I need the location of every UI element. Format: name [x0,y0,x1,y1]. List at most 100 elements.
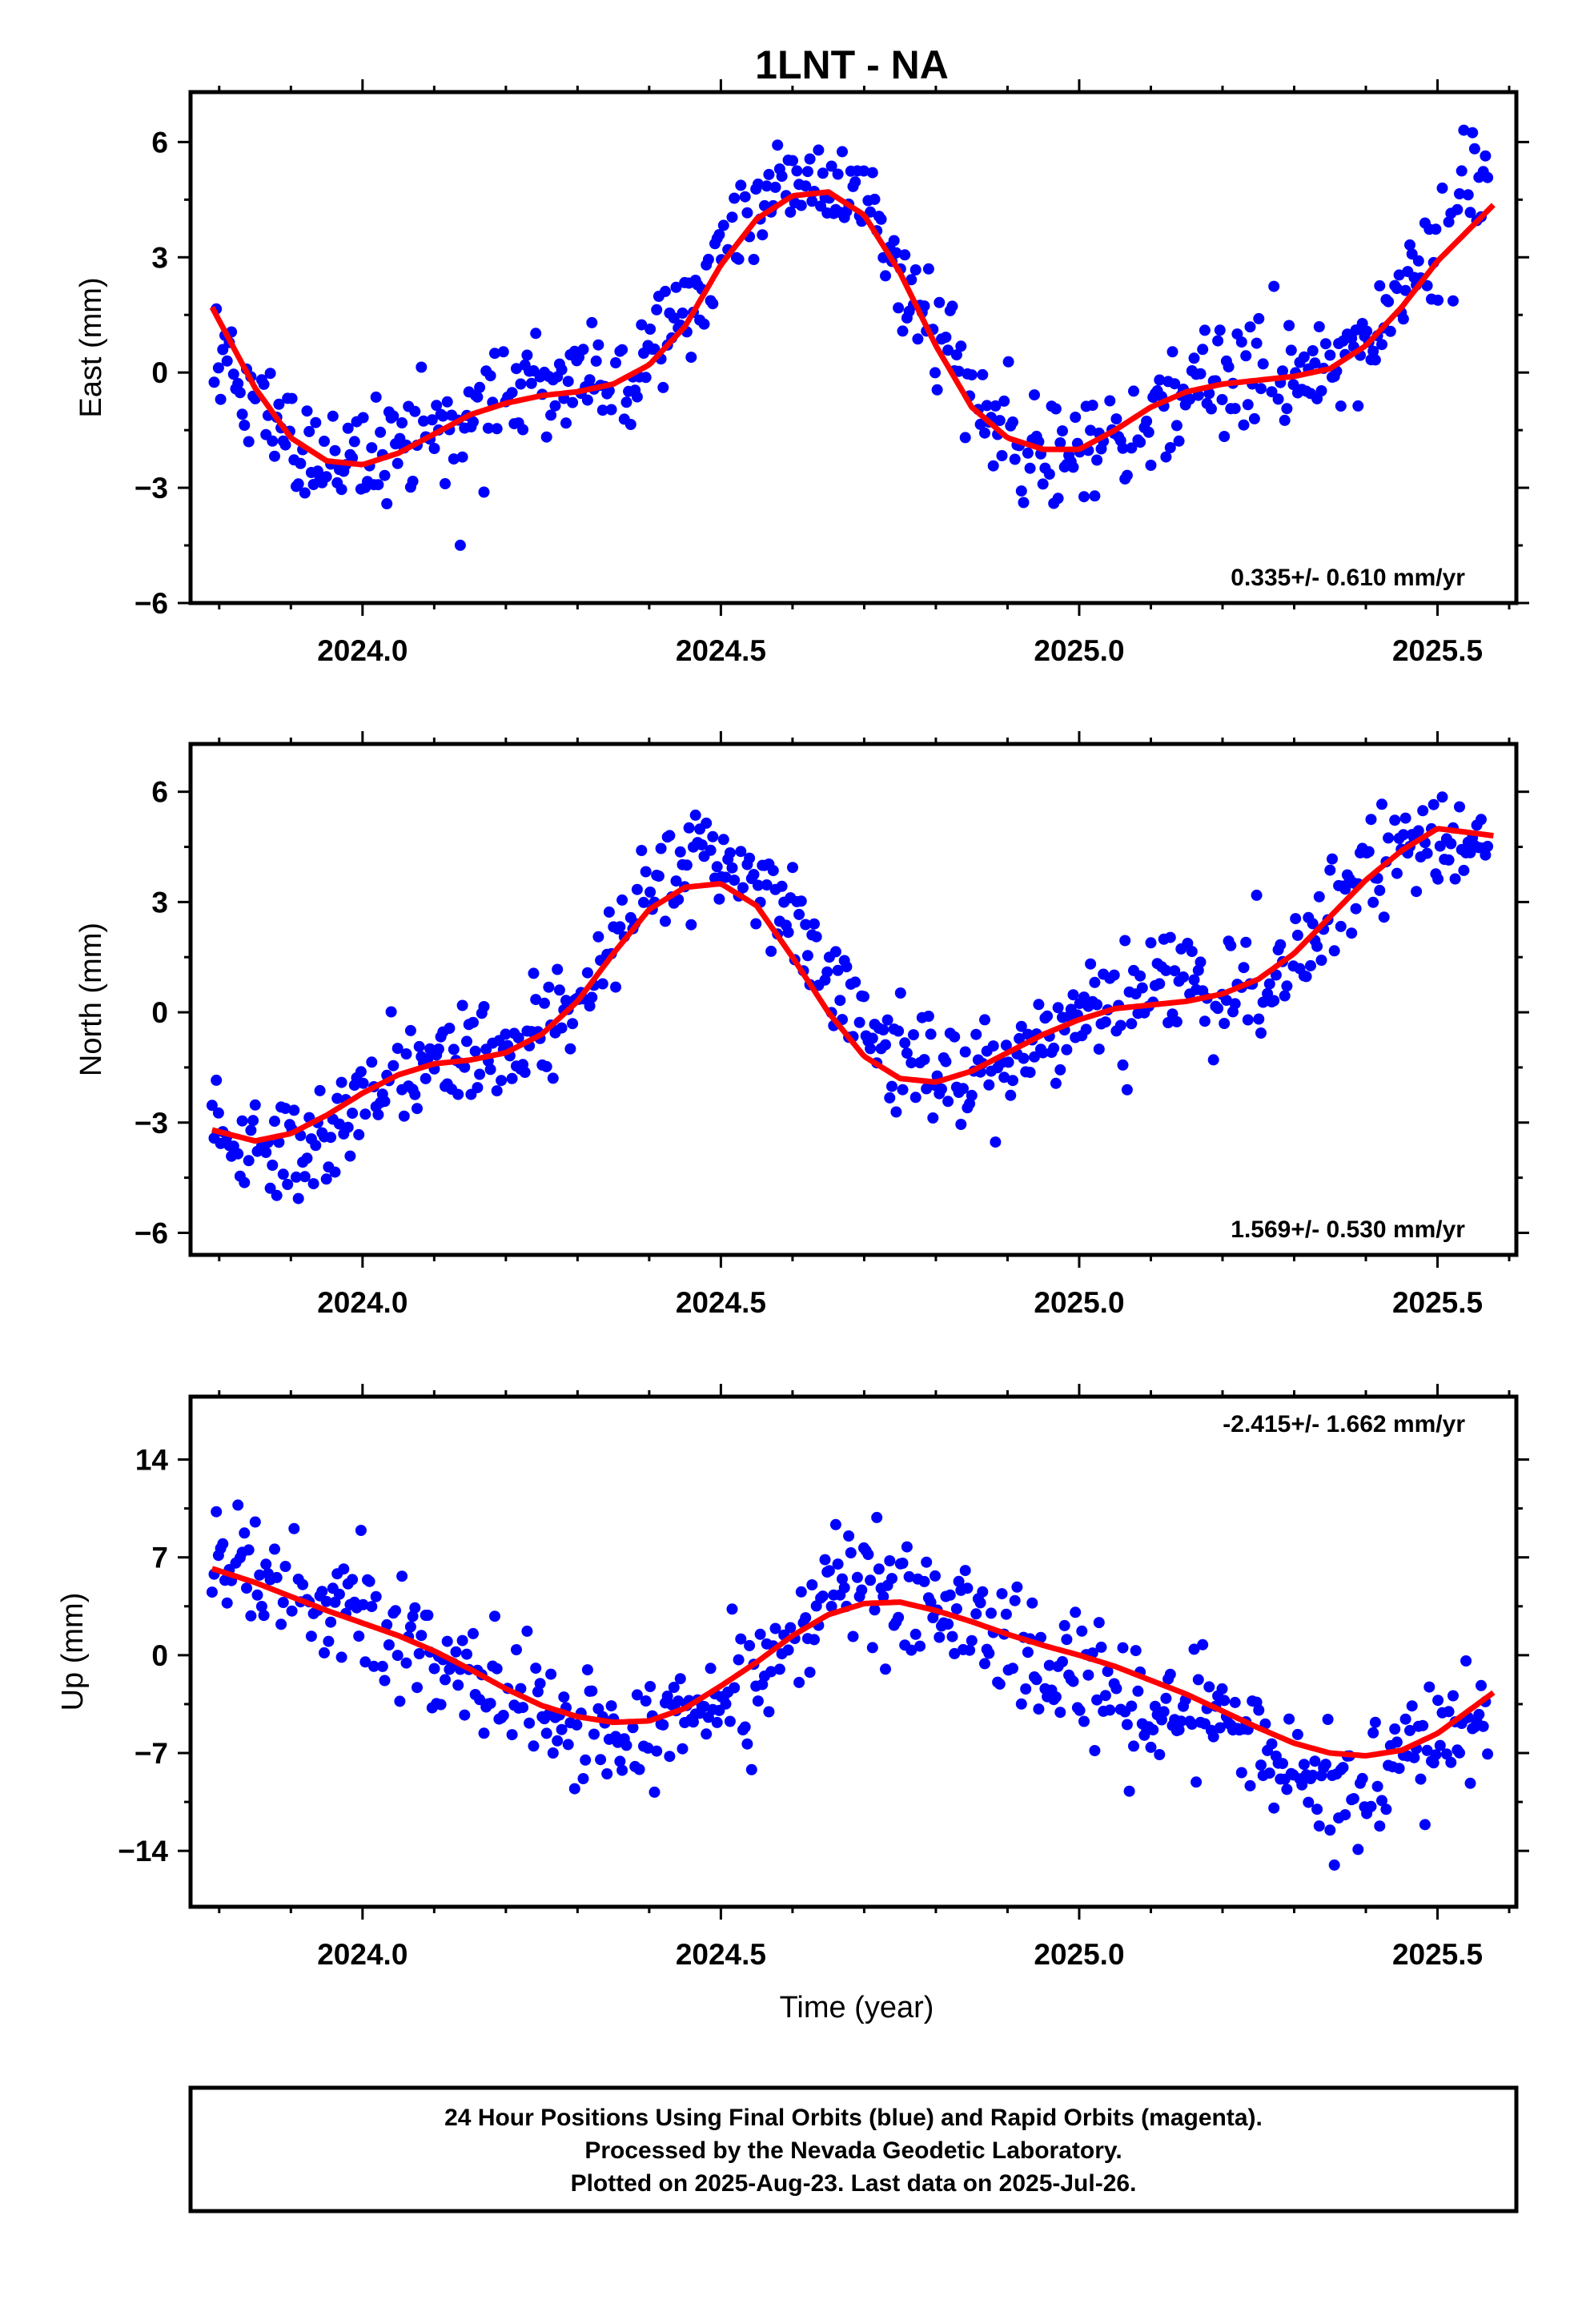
data-point [1277,365,1288,377]
data-point [1188,974,1200,986]
data-point [232,1148,244,1160]
data-point [636,845,648,856]
data-point [1093,1043,1105,1055]
data-point [930,1570,941,1582]
data-point [1436,182,1448,194]
data-point [804,153,816,165]
footer-line-3: Plotted on 2025-Aug-23. Last data on 202… [571,2170,1137,2197]
data-point [227,368,239,380]
data-point [1430,1749,1442,1761]
data-point [496,1075,508,1087]
data-point [1207,1731,1219,1743]
data-point [243,1544,255,1556]
data-point [1085,958,1097,970]
data-point [1248,412,1260,424]
data-point [664,1751,676,1763]
data-point [851,1571,863,1583]
velocity-rate-label: -2.415+/- 1.662 mm/yr [1223,1411,1465,1437]
data-point [1225,939,1237,951]
data-point [1421,279,1433,292]
data-point [724,1715,736,1727]
data-point [955,340,967,352]
data-point [530,994,542,1006]
data-point [1399,1713,1411,1725]
y-axis-label: East (mm) [74,277,108,417]
data-point [620,396,632,408]
data-point [469,1045,481,1057]
data-point [744,852,756,864]
data-point [987,460,999,472]
data-point [1447,1690,1459,1702]
data-point [383,1639,395,1651]
data-point [640,372,652,384]
data-point [1346,927,1358,939]
data-point [412,1103,423,1115]
data-point [940,332,952,344]
data-point [1070,1606,1082,1618]
data-point [1052,493,1064,505]
data-point [763,1706,775,1718]
data-point [1219,1018,1231,1029]
data-point [903,1570,915,1582]
data-point [478,1001,490,1012]
data-point [1315,955,1327,966]
data-point [1057,1656,1068,1667]
data-point [986,1607,997,1619]
data-point [320,1173,332,1185]
data-point [370,1590,382,1602]
data-point [1352,1844,1364,1856]
data-point [571,1719,583,1731]
data-point [568,1783,580,1795]
data-point [1158,1706,1170,1718]
panel-east: 2024.0 2024.5 2025.0 2025.5 6 3 0 −3 −6 East (mm)… [74,79,1529,667]
data-point [307,1178,319,1190]
data-point [1291,929,1303,941]
data-point [440,1674,451,1686]
data-point [724,847,736,858]
data-point [420,1072,432,1084]
data-point [881,1014,893,1026]
data-point [295,457,307,469]
y-tick-label: −6 [135,1216,168,1249]
data-point [1007,1663,1018,1675]
data-point [1412,825,1424,837]
data-point [776,171,788,183]
data-point [1268,995,1280,1007]
data-point [1067,989,1079,1001]
data-point [1029,1051,1040,1063]
data-point [1219,1695,1231,1707]
data-point [553,984,565,996]
data-point [1154,978,1166,990]
data-point [418,415,429,427]
data-point [1367,896,1379,908]
data-point [273,398,285,410]
data-point [1445,1756,1457,1768]
data-point [817,167,829,179]
data-point [633,1763,645,1775]
data-point [379,1675,391,1687]
data-point [1219,431,1231,442]
data-point [739,1721,751,1733]
data-point [865,1574,877,1586]
data-point [1445,838,1457,850]
data-point [977,1586,989,1598]
data-point [912,333,924,345]
data-point [511,1644,522,1655]
data-point [934,296,946,308]
data-point [1311,1803,1323,1815]
data-point [990,400,1002,412]
data-point [834,995,846,1007]
data-point [271,1189,283,1201]
data-point [530,1663,542,1675]
data-point [1482,171,1494,183]
data-point [461,1648,472,1660]
data-point [1117,1642,1129,1654]
data-point [1078,991,1090,1003]
data-point [1251,337,1263,349]
data-point [765,1666,777,1678]
data-point [1149,1700,1161,1712]
data-point [1188,352,1200,364]
data-point [893,302,905,314]
data-point [1380,1803,1392,1815]
data-point [869,193,881,205]
